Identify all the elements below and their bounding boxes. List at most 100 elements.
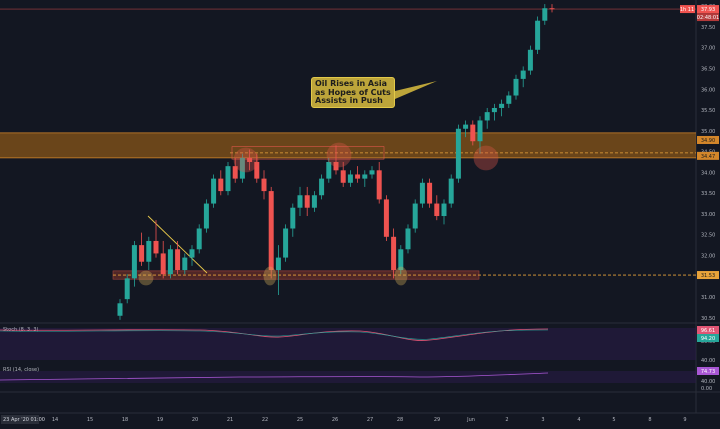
rsi-value-bg bbox=[697, 367, 719, 375]
candle bbox=[448, 174, 454, 208]
candle bbox=[218, 170, 224, 196]
candle bbox=[189, 245, 195, 266]
candle bbox=[376, 162, 382, 204]
candle-body bbox=[167, 249, 173, 275]
candle-body bbox=[182, 257, 188, 271]
stoch-k-value: 96.61 bbox=[701, 328, 715, 334]
candle-body bbox=[139, 245, 145, 262]
price-tick-label: 31.00 bbox=[701, 295, 715, 301]
candle-body bbox=[391, 236, 397, 271]
candle-body bbox=[405, 228, 411, 250]
candle-body bbox=[520, 70, 526, 79]
candle-body bbox=[434, 203, 440, 217]
candle-body bbox=[470, 124, 476, 142]
candle-body bbox=[153, 240, 159, 254]
candle bbox=[319, 174, 325, 200]
time-start-label: 23 Apr '20 01:00 bbox=[3, 417, 45, 423]
price-tick-label: 32.50 bbox=[701, 233, 715, 239]
candle-body bbox=[124, 278, 130, 300]
candle bbox=[311, 191, 317, 212]
candle-body bbox=[319, 178, 325, 196]
price-tick-label: 37.50 bbox=[701, 25, 715, 31]
time-tick-label: 29 bbox=[434, 417, 440, 423]
candle-body bbox=[297, 195, 303, 208]
candle-body bbox=[499, 103, 505, 108]
candle-body bbox=[340, 170, 346, 183]
candle-body bbox=[275, 257, 281, 271]
candle bbox=[211, 174, 217, 208]
candle bbox=[247, 149, 253, 171]
candle bbox=[297, 186, 303, 217]
candle bbox=[196, 224, 202, 254]
resistance-box bbox=[231, 146, 385, 160]
candle bbox=[419, 178, 425, 208]
price-time-label: 02:48:01 bbox=[697, 15, 719, 21]
candle-body bbox=[549, 8, 555, 10]
time-tick-label: 22 bbox=[262, 417, 268, 423]
candle bbox=[131, 240, 137, 287]
time-tick-label: 20 bbox=[192, 417, 198, 423]
stoch-band bbox=[0, 328, 696, 360]
candle bbox=[477, 116, 483, 154]
rsi-label: RSI (14, close) bbox=[3, 367, 39, 373]
time-tick-label: 28 bbox=[397, 417, 403, 423]
time-tick-label: Jun bbox=[466, 417, 475, 423]
candle-body bbox=[311, 195, 317, 208]
stoch-d-line bbox=[0, 329, 549, 340]
time-tick-label: 21 bbox=[227, 417, 233, 423]
candle-body bbox=[383, 199, 389, 237]
candle bbox=[340, 162, 346, 187]
candle bbox=[304, 186, 310, 217]
time-tick-label: 8 bbox=[648, 417, 651, 423]
callout-pointer bbox=[395, 81, 437, 99]
candle bbox=[484, 107, 490, 129]
price-tick-label: 34.00 bbox=[701, 170, 715, 176]
candle bbox=[268, 186, 274, 279]
candle-body bbox=[455, 128, 461, 179]
stoch-tick-label: 0.00 bbox=[701, 386, 712, 392]
stoch-tick-label: 40.00 bbox=[701, 358, 715, 364]
candle-body bbox=[268, 191, 274, 271]
time-tick-label: 18 bbox=[122, 417, 128, 423]
candle-body bbox=[290, 207, 296, 229]
highlight-circle bbox=[138, 270, 154, 286]
candle bbox=[160, 240, 166, 279]
candle bbox=[333, 145, 339, 175]
candle bbox=[412, 199, 418, 233]
candle bbox=[383, 195, 389, 241]
candle-body bbox=[196, 228, 202, 250]
news-annotation-callout[interactable]: Oil Rises in Asia as Hopes of Cuts Assis… bbox=[311, 77, 395, 108]
highlight-circle bbox=[326, 142, 352, 168]
candle-body bbox=[355, 174, 361, 179]
candle bbox=[290, 203, 296, 237]
countdown-label: 1h 11 bbox=[680, 7, 694, 13]
candle-body bbox=[506, 95, 512, 104]
candle bbox=[535, 16, 541, 54]
time-start-label-bg bbox=[1, 415, 39, 424]
price-tick-label: 37.00 bbox=[701, 46, 715, 52]
candle bbox=[549, 4, 555, 13]
candle-body bbox=[247, 157, 253, 162]
candle bbox=[434, 195, 440, 221]
time-tick-label: 3 bbox=[541, 417, 544, 423]
candle-body bbox=[398, 249, 404, 271]
resistance-price-label: 34.90 bbox=[701, 138, 715, 144]
stoch-d-value-bg bbox=[697, 334, 719, 342]
price-tick-label: 33.00 bbox=[701, 212, 715, 218]
candle bbox=[203, 199, 209, 233]
candle bbox=[239, 153, 245, 183]
candle bbox=[527, 45, 533, 75]
price-tick-label: 35.00 bbox=[701, 129, 715, 135]
time-tick-label: 25 bbox=[297, 417, 303, 423]
candle bbox=[491, 103, 497, 121]
candle bbox=[513, 74, 519, 100]
current-price-label-bg bbox=[697, 5, 719, 14]
candle bbox=[347, 170, 353, 187]
candle-body bbox=[146, 240, 152, 262]
time-tick-label: 9 bbox=[683, 417, 686, 423]
time-tick-label: 26 bbox=[332, 417, 338, 423]
price-time-label-bg bbox=[697, 13, 719, 22]
candle bbox=[124, 274, 130, 304]
candle-body bbox=[347, 174, 353, 183]
